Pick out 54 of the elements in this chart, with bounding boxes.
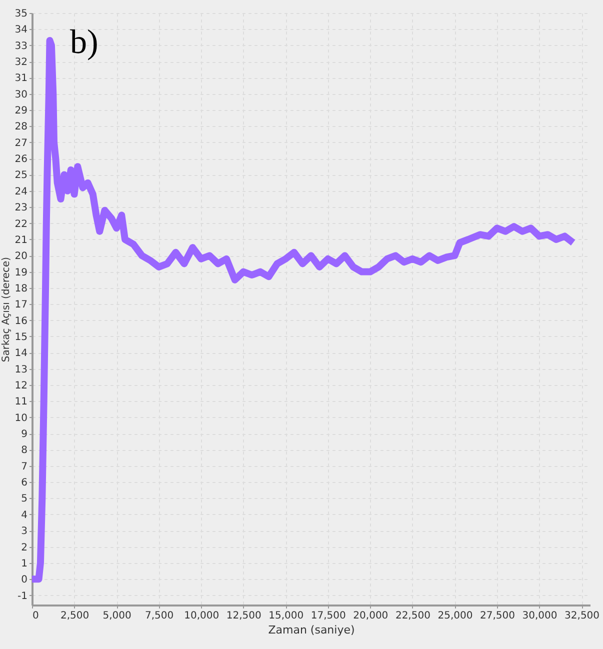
y-tick-label: 23 [14, 202, 28, 214]
y-tick-label: 13 [14, 364, 28, 376]
y-tick-label: 31 [14, 73, 28, 84]
y-tick-label: 0 [21, 574, 28, 586]
x-tick-label: 5,000 [102, 610, 132, 622]
y-tick-label: 15 [14, 332, 28, 343]
x-tick-label: 12,500 [226, 610, 262, 622]
annotation: b) [70, 24, 98, 61]
x-tick-label: 27,500 [480, 610, 515, 622]
y-tick-label: 29 [14, 106, 28, 117]
y-tick-label: 24 [14, 186, 28, 198]
y-tick-label: 5 [21, 494, 28, 505]
y-tick-label: -1 [18, 590, 28, 602]
x-tick-label: 30,000 [522, 610, 558, 622]
y-tick-label: 18 [14, 283, 28, 294]
y-tick-label: 35 [14, 8, 28, 20]
y-tick-label: 17 [14, 300, 28, 311]
x-tick-label: 0 [32, 610, 39, 622]
y-tick-label: 33 [14, 40, 28, 52]
y-tick-label: 3 [21, 526, 28, 538]
x-axis-title: Zaman (saniye) [268, 624, 355, 636]
y-tick-label: 34 [14, 24, 28, 36]
y-tick-label: 30 [14, 89, 28, 100]
x-tick-label: 7,500 [145, 610, 174, 622]
y-tick-label: 2 [21, 542, 28, 554]
y-tick-label: 9 [21, 429, 28, 440]
x-tick-label: 25,000 [438, 610, 473, 622]
x-tick-label: 32,500 [564, 610, 600, 622]
x-tick-label: 20,000 [353, 610, 388, 622]
y-tick-label: 25 [14, 170, 28, 182]
y-tick-label: 10 [14, 412, 28, 424]
y-tick-label: 22 [14, 218, 28, 230]
y-axis-title: Sarkaç Açısı (derece) [0, 256, 12, 362]
y-tick-label: 19 [14, 267, 28, 278]
y-tick-label: 20 [14, 251, 28, 262]
y-tick-label: 4 [21, 510, 28, 521]
x-tick-label: 22,500 [395, 610, 430, 622]
y-tick-label: 1 [21, 558, 28, 570]
y-tick-label: 7 [21, 461, 28, 472]
y-tick-label: 32 [14, 57, 28, 68]
x-tick-label: 2,500 [60, 610, 90, 622]
y-tick-label: 26 [14, 154, 28, 166]
x-tick-label: 10,000 [184, 610, 220, 622]
x-tick-label: 17,500 [310, 610, 346, 622]
y-tick-label: 8 [21, 445, 28, 456]
y-tick-label: 27 [14, 138, 28, 149]
y-tick-label: 16 [14, 316, 28, 327]
y-tick-label: 11 [14, 396, 28, 408]
x-tick-label: 15,000 [268, 610, 304, 622]
y-tick-label: 21 [14, 234, 28, 246]
y-tick-label: 12 [14, 380, 28, 392]
y-tick-label: 6 [21, 478, 28, 489]
y-tick-label: 28 [14, 122, 28, 133]
y-tick-label: 14 [14, 348, 28, 360]
